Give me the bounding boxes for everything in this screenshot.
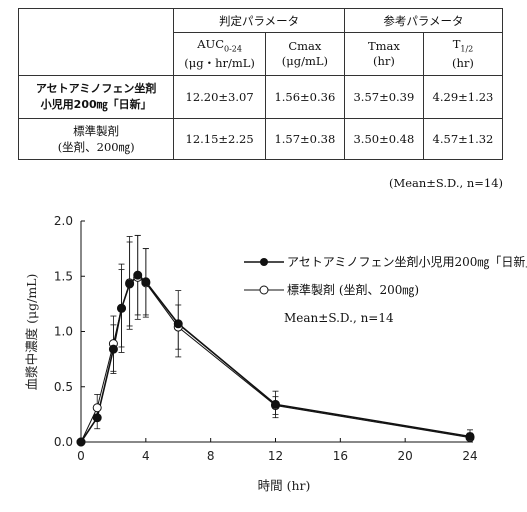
x-axis-label: 時間 (hr): [258, 478, 311, 493]
param-header-tmax: Tmax (hr): [343, 32, 424, 76]
x-tick-label: 0: [77, 449, 85, 463]
table-corner-cell: [17, 8, 175, 76]
table-row: アセトアミノフェン坐剤 小児用200㎎「日新」 12.20±3.07 1.56±0…: [17, 75, 504, 119]
param-header-cmax: Cmax (μg/mL): [264, 32, 345, 76]
cell-value: 3.57±0.39: [343, 75, 424, 119]
x-tick-label: 24: [462, 449, 477, 463]
data-point: [76, 437, 86, 447]
data-point: [465, 431, 475, 441]
legend-note: Mean±S.D., n=14: [284, 311, 394, 325]
chart-axes: 0 4 8 12 16 20 24 0.0 0.5 1.0 1.5 2.0: [54, 214, 478, 463]
chart-legend: アセトアミノフェン坐剤小児用200㎎「日新」 標準製剤 (坐剤、200㎎) Me…: [244, 254, 527, 325]
y-tick-label: 1.5: [54, 269, 73, 283]
concentration-time-chart: 0 4 8 12 16 20 24 0.0 0.5 1.0 1.5 2.0 アセトアミノフェン坐剤小児…: [24, 214, 527, 493]
row-label-test: アセトアミノフェン坐剤 小児用200㎎「日新」: [17, 75, 175, 119]
legend-label-reference: 標準製剤 (坐剤、200㎎): [287, 282, 419, 297]
legend-marker-test: [260, 258, 268, 266]
x-tick-label: 16: [333, 449, 348, 463]
cell-value: 1.56±0.36: [264, 75, 345, 119]
y-axis-label: 血漿中濃度 (μg/mL): [24, 274, 39, 391]
y-tick-label: 2.0: [54, 214, 73, 228]
series-line-0: [80, 273, 471, 443]
chart-series: [76, 234, 475, 447]
y-tick-label: 0.5: [54, 380, 73, 394]
param-header-auc: AUC0-24 (μg・hr/mL): [173, 32, 266, 76]
cell-value: 3.50±0.48: [343, 118, 424, 160]
data-point: [108, 344, 118, 354]
legend-marker-reference: [259, 285, 269, 295]
table-row: 標準製剤 (坐剤、200㎎) 12.15±2.25 1.57±0.38 3.50±…: [17, 118, 504, 160]
cell-value: 1.57±0.38: [264, 118, 345, 160]
cell-value: 4.57±1.32: [422, 118, 504, 160]
data-point: [92, 403, 102, 413]
table-footnote: (Mean±S.D., n=14): [388, 176, 503, 190]
data-point: [117, 303, 127, 313]
data-point: [271, 399, 280, 409]
x-tick-label: 12: [268, 449, 283, 463]
legend-label-test: アセトアミノフェン坐剤小児用200㎎「日新」: [287, 254, 527, 269]
cell-value: 12.15±2.25: [173, 118, 266, 160]
x-tick-label: 8: [207, 449, 215, 463]
x-tick-label: 4: [142, 449, 150, 463]
cell-value: 12.20±3.07: [173, 75, 266, 119]
y-tick-label: 1.0: [54, 325, 73, 339]
group-header-reference: 参考パラメータ: [343, 8, 504, 33]
group-header-judgment: 判定パラメータ: [173, 8, 345, 33]
cell-value: 4.29±1.23: [422, 75, 504, 119]
y-tick-label: 0.0: [54, 435, 73, 449]
data-point: [133, 270, 143, 280]
data-point: [125, 279, 135, 289]
data-point: [173, 319, 183, 329]
row-label-reference: 標準製剤 (坐剤、200㎎): [17, 118, 175, 160]
data-point: [141, 277, 151, 287]
param-header-thalf: T1/2 (hr): [422, 32, 504, 76]
pk-parameter-table: 判定パラメータ 参考パラメータ AUC0-24 (μg・hr/mL) Cmax (μ…: [17, 8, 504, 160]
data-point: [92, 413, 102, 423]
x-tick-label: 20: [398, 449, 413, 463]
